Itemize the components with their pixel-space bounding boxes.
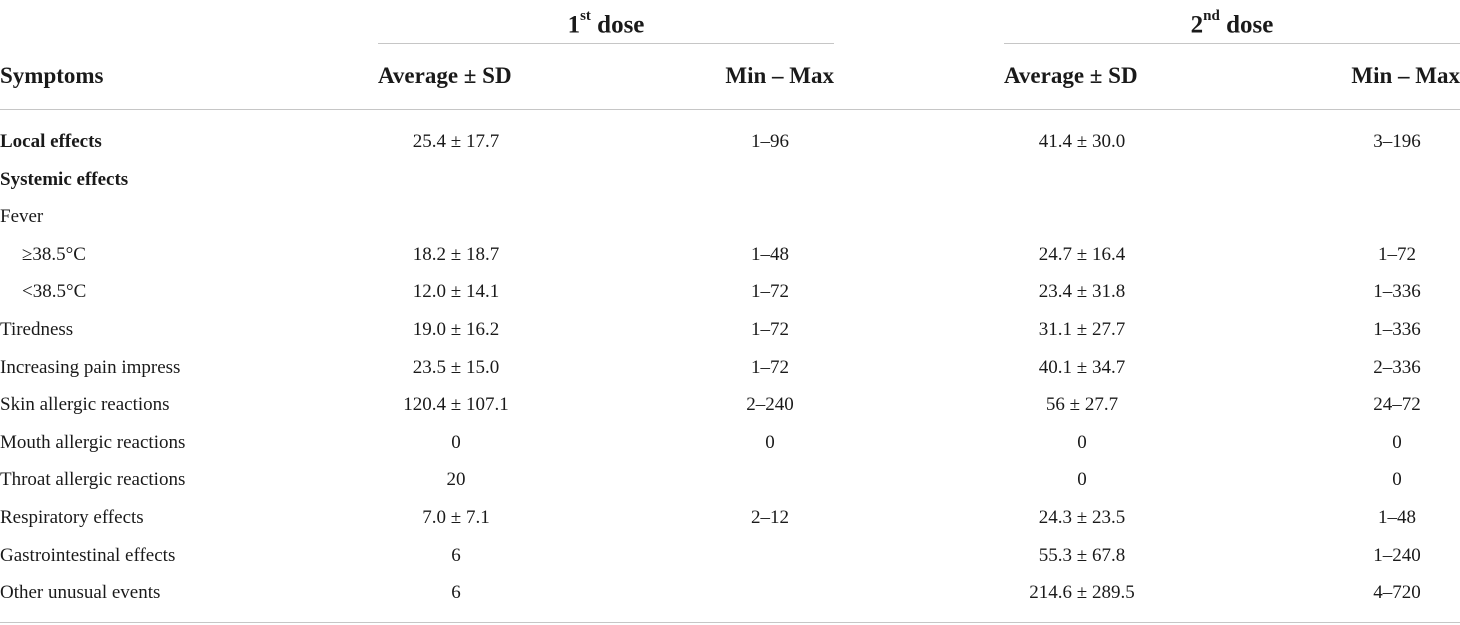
cell-average-dose-1: 120.4 ± 107.1	[403, 394, 509, 416]
cell-average-dose-2: 31.1 ± 27.7	[1038, 318, 1126, 340]
header-rule	[0, 109, 1460, 110]
row-label: Tiredness	[0, 318, 74, 340]
cell-average-dose-2: 56 ± 27.7	[1045, 394, 1119, 416]
cell-average-dose-2: 23.4 ± 31.8	[1038, 281, 1126, 303]
cell-range-dose-2: 24–72	[1373, 394, 1421, 416]
dose-1-ordinal-suffix: st	[580, 8, 591, 24]
cell-range-dose-1: 1–72	[751, 356, 789, 378]
cell-average-dose-2: 24.7 ± 16.4	[1038, 243, 1126, 265]
cell-average-dose-2: 214.6 ± 289.5	[1029, 582, 1135, 604]
dose-2-ordinal-suffix: nd	[1203, 8, 1220, 24]
cell-range-dose-1: 2–12	[751, 506, 789, 528]
cell-average-dose-1: 12.0 ± 14.1	[412, 281, 500, 303]
cell-range-dose-2: 0	[1392, 469, 1402, 491]
row-label: <38.5°C	[22, 281, 87, 303]
cell-range-dose-2: 1–336	[1373, 318, 1421, 340]
cell-range-dose-2: 3–196	[1373, 131, 1421, 152]
cell-average-dose-2: 24.3 ± 23.5	[1038, 506, 1126, 528]
cell-average-dose-2: 0	[1077, 431, 1087, 453]
cell-average-dose-1: 6	[451, 582, 461, 604]
cell-range-dose-1: 2–240	[746, 394, 794, 416]
table-row: Increasing pain impress 23.5 ± 15.0 1–72 40…	[0, 349, 1460, 387]
header-group-dose-1: 1st dose	[378, 4, 834, 38]
column-header-range-dose-2: Min – Max	[1351, 63, 1460, 88]
cell-range-dose-2: 0	[1392, 431, 1402, 453]
cell-average-dose-1: 0	[451, 431, 461, 453]
cell-range-dose-1: 1–96	[751, 131, 789, 152]
cell-range-dose-2: 1–48	[1378, 506, 1416, 528]
cell-range-dose-2: 4–720	[1373, 582, 1421, 604]
table-row: Skin allergic reactions 120.4 ± 107.1 2–24…	[0, 386, 1460, 424]
row-label: ≥38.5°C	[22, 243, 86, 265]
cell-range-dose-2: 1–336	[1373, 281, 1421, 303]
cell-range-dose-2: 1–72	[1378, 243, 1416, 265]
table-row: <38.5°C 12.0 ± 14.1 1–72 23.4 ± 31.8 1–336	[0, 273, 1460, 311]
bottom-rule	[0, 622, 1460, 623]
row-label: Respiratory effects	[0, 506, 144, 528]
column-header-average-dose-1: Average ± SD	[378, 63, 512, 88]
table-body: Local effects 25.4 ± 17.7 1–96 41.4 ± 30.0 3…	[0, 123, 1460, 612]
cell-range-dose-1: 1–48	[751, 243, 789, 265]
cell-range-dose-1: 0	[765, 431, 775, 453]
cell-range-dose-1: 1–72	[751, 318, 789, 340]
table-row: Tiredness 19.0 ± 16.2 1–72 31.1 ± 27.7 1–336	[0, 311, 1460, 349]
table-row: Fever	[0, 198, 1460, 236]
cell-average-dose-2: 55.3 ± 67.8	[1038, 544, 1126, 566]
cell-range-dose-2: 2–336	[1373, 356, 1421, 378]
cell-average-dose-1: 23.5 ± 15.0	[412, 356, 500, 378]
cell-average-dose-2: 0	[1077, 469, 1087, 491]
dose-2-number: 2	[1190, 11, 1204, 39]
table-row: Gastrointestinal effects 6 55.3 ± 67.8 1–24…	[0, 537, 1460, 575]
dose-1-number: 1	[567, 11, 581, 39]
table-row: Mouth allergic reactions 0 0 0 0	[0, 424, 1460, 462]
row-label: Systemic effects	[0, 168, 129, 190]
cell-average-dose-1: 20	[446, 469, 466, 491]
row-label: Increasing pain impress	[0, 356, 181, 378]
table-row: Systemic effects	[0, 161, 1460, 199]
row-label: Fever	[0, 206, 44, 228]
cell-range-dose-2: 1–240	[1373, 544, 1421, 566]
dose-1-word: dose	[597, 11, 645, 39]
cell-average-dose-1: 7.0 ± 7.1	[422, 506, 490, 528]
row-label: Skin allergic reactions	[0, 394, 170, 416]
row-label: Throat allergic reactions	[0, 469, 186, 491]
table-row: Throat allergic reactions 20 0 0	[0, 461, 1460, 499]
cell-average-dose-2: 40.1 ± 34.7	[1038, 356, 1126, 378]
column-header-symptoms: Symptoms	[0, 63, 104, 88]
row-label: Mouth allergic reactions	[0, 431, 186, 453]
column-header-range-dose-1: Min – Max	[725, 63, 834, 88]
row-label: Other unusual events	[0, 582, 161, 604]
cell-average-dose-1: 6	[451, 544, 461, 566]
cell-average-dose-1: 25.4 ± 17.7	[412, 131, 500, 152]
table-row: Other unusual events 6 214.6 ± 289.5 4–720	[0, 574, 1460, 612]
group-rule-dose-2	[1004, 43, 1460, 44]
cell-average-dose-2: 41.4 ± 30.0	[1038, 131, 1126, 152]
column-header-average-dose-2: Average ± SD	[1004, 63, 1138, 88]
table-row: Local effects 25.4 ± 17.7 1–96 41.4 ± 30.0 3…	[0, 123, 1460, 161]
cell-average-dose-1: 19.0 ± 16.2	[412, 318, 500, 340]
row-label: Local effects	[0, 131, 102, 152]
group-rule-dose-1	[378, 43, 834, 44]
header-group-dose-2: 2nd dose	[1004, 4, 1460, 38]
table-row: Respiratory effects 7.0 ± 7.1 2–12 24.3 ± 2…	[0, 499, 1460, 537]
cell-average-dose-1: 18.2 ± 18.7	[412, 243, 500, 265]
row-label: Gastrointestinal effects	[0, 544, 176, 566]
cell-range-dose-1: 1–72	[751, 281, 789, 303]
dose-2-word: dose	[1226, 11, 1274, 39]
table-row: ≥38.5°C 18.2 ± 18.7 1–48 24.7 ± 16.4 1–72	[0, 236, 1460, 274]
